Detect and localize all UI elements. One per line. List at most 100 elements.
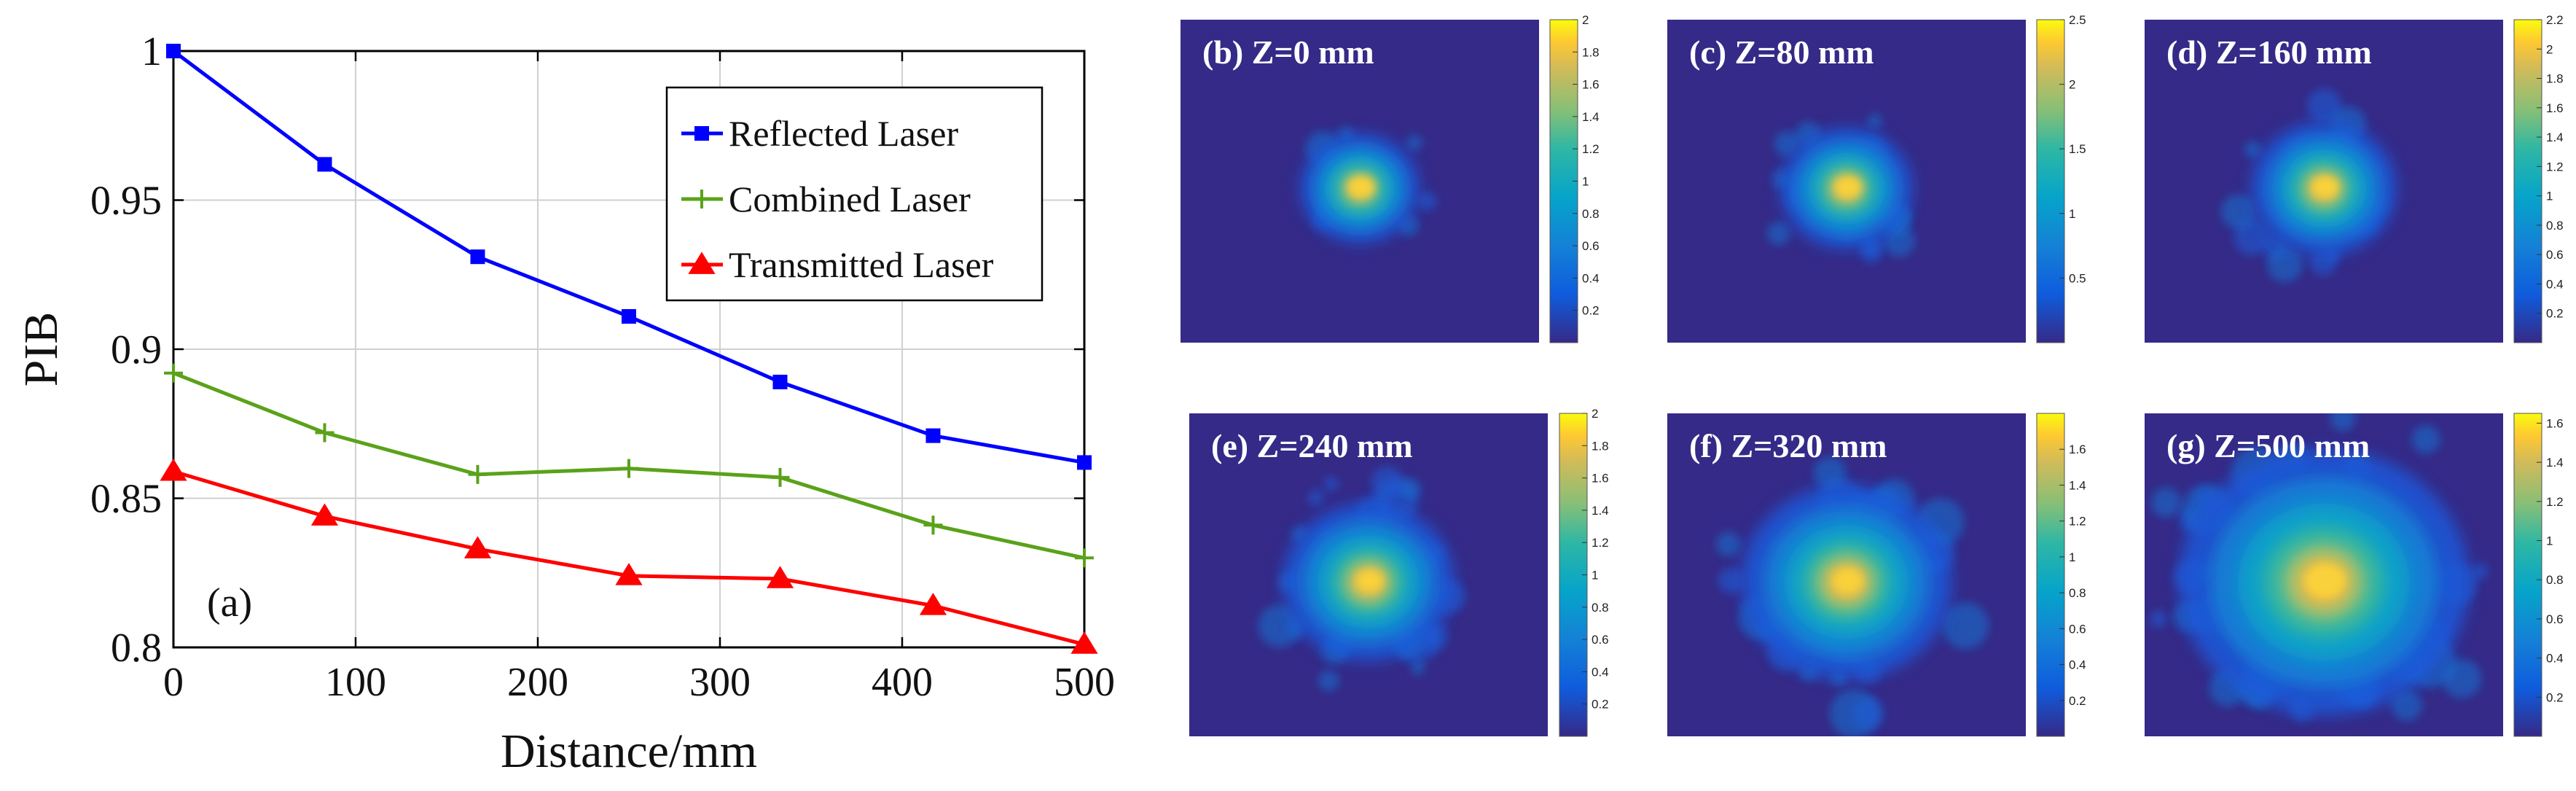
beam-spot xyxy=(2150,413,2489,722)
colorbar-tick-label: 0.8 xyxy=(1592,601,1609,615)
colorbar-tick-label: 0.2 xyxy=(1582,304,1600,318)
legend-label: Reflected Laser xyxy=(729,113,958,154)
colorbar-tick-label: 0.4 xyxy=(2069,658,2086,672)
data-point xyxy=(770,467,790,487)
heatmap-panel: (c) Z=80 mm 2.5 2 1.5 1 0.5 xyxy=(1667,13,2086,343)
colorbar-gradient xyxy=(2513,413,2542,737)
colorbar-tick-label: 1.2 xyxy=(1592,536,1609,550)
colorbar-tick-label: 0.6 xyxy=(1592,633,1609,647)
colorbar-tick-label: 1.4 xyxy=(1582,110,1600,124)
data-point xyxy=(919,593,947,615)
colorbar-tick-label: 0.4 xyxy=(2546,652,2564,666)
colorbar-tick-label: 1.6 xyxy=(1592,472,1609,486)
series-layer xyxy=(160,44,1098,654)
data-point xyxy=(164,363,183,383)
colorbar-tick-label: 1.6 xyxy=(2546,101,2564,115)
colorbar-tick-label: 2 xyxy=(1592,407,1598,421)
data-point xyxy=(925,428,941,443)
heatmap-panel: (d) Z=160 mm 2.2 2 1.8 1.6 1.4 1.2 1 0.8 0.6 0.4 0.… xyxy=(2145,13,2564,343)
legend-marker xyxy=(692,190,711,209)
heatmap-panel: (f) Z=320 mm 1.6 1.4 1.2 1 0.8 0.6 0.4 0.2 xyxy=(1667,413,2086,737)
colorbar-tick-label: 0.8 xyxy=(1582,207,1600,221)
colorbar: 1.6 1.4 1.2 1 0.8 0.6 0.4 0.2 xyxy=(2513,413,2564,737)
colorbar-tick-label: 0.4 xyxy=(2546,277,2564,291)
data-point xyxy=(310,503,339,526)
data-point xyxy=(315,423,334,443)
y-tick-label: 1 xyxy=(141,29,162,74)
colorbar-tick-label: 1.4 xyxy=(1592,504,1609,518)
y-tick-label: 0.9 xyxy=(111,327,162,373)
colorbar-tick-label: 1.8 xyxy=(1582,45,1600,59)
colorbar-tick-label: 1.4 xyxy=(2069,478,2086,492)
colorbar-tick-label: 0.2 xyxy=(2546,307,2564,321)
pib-line-chart: 0 100 200 300 400 500 0.8 0.85 0.9 0.95 1 Distance… xyxy=(15,29,1115,778)
x-tick-label: 200 xyxy=(507,660,568,705)
colorbar-gradient xyxy=(2513,19,2542,343)
colorbar-tick-label: 0.6 xyxy=(1582,239,1600,253)
colorbar-tick-label: 0.4 xyxy=(1592,665,1609,679)
heatmap-panel: (e) Z=240 mm 2 1.8 1.6 1.4 1.2 1 0.8 0.6 0.4 0.2 xyxy=(1189,407,1609,737)
colorbar: 2 1.8 1.6 1.4 1.2 1 0.8 0.6 0.4 0.2 xyxy=(1559,407,1609,737)
x-tick-label: 400 xyxy=(872,660,933,705)
colorbar-tick-label: 1 xyxy=(1582,175,1589,189)
colorbar: 2 1.8 1.6 1.4 1.2 1 0.8 0.6 0.4 0.2 xyxy=(1549,13,1600,343)
colorbar-tick-label: 0.6 xyxy=(2546,612,2564,626)
data-point xyxy=(619,459,638,478)
x-tick-label: 500 xyxy=(1054,660,1115,705)
panel-label-a: (a) xyxy=(207,580,252,626)
legend-item: Transmitted Laser xyxy=(681,244,994,285)
data-point xyxy=(1077,455,1092,470)
colorbar-tick-label: 1.4 xyxy=(2546,456,2564,469)
x-tick-label: 300 xyxy=(689,660,751,705)
legend-box xyxy=(665,86,1044,302)
data-point xyxy=(468,464,488,484)
colorbar-gradient xyxy=(2036,19,2065,343)
data-point xyxy=(317,157,332,172)
beam-spot xyxy=(1258,466,1466,691)
colorbar-tick-label: 1.6 xyxy=(2069,443,2086,456)
colorbar-tick-label: 0.6 xyxy=(2069,622,2086,636)
data-point xyxy=(622,309,636,324)
colorbar-tick-label: 1.2 xyxy=(2546,495,2564,509)
colorbar-tick-label: 1.6 xyxy=(1582,78,1600,92)
colorbar-tick-label: 1 xyxy=(2546,190,2553,203)
series-reflected-laser xyxy=(166,44,1092,470)
heatmap-panel: (b) Z=0 mm 2 1.8 1.6 1.4 1.2 1 0.8 0.6 0.4 0.2 xyxy=(1181,13,1600,343)
data-point xyxy=(470,249,485,265)
axis-ticks: 0 100 200 300 400 500 0.8 0.85 0.9 0.95 1 xyxy=(90,29,1115,705)
y-axis-label: PIB xyxy=(15,312,68,387)
beam-spot xyxy=(2221,88,2397,282)
data-point xyxy=(923,515,943,535)
heatmap-title: (g) Z=500 mm xyxy=(2166,427,2370,464)
heatmap-title: (e) Z=240 mm xyxy=(1211,427,1413,464)
beam-profile-panels: (b) Z=0 mm 2 1.8 1.6 1.4 1.2 1 0.8 0.6 0.4 0.2 (c) … xyxy=(1181,13,2564,737)
heatmap-panel: (g) Z=500 mm 1.6 1.4 1.2 1 0.8 0.6 0.4 0.2 xyxy=(2145,413,2564,737)
y-tick-label: 0.85 xyxy=(90,477,162,522)
colorbar-tick-label: 1 xyxy=(2069,550,2075,564)
legend: Reflected Laser Combined Laser Transmitted… xyxy=(665,86,1044,302)
beam-spot xyxy=(1767,114,1915,263)
legend-label: Combined Laser xyxy=(729,179,971,219)
beam-spot xyxy=(1300,126,1437,243)
y-tick-label: 0.8 xyxy=(111,626,162,671)
colorbar-tick-label: 1.6 xyxy=(2546,416,2564,430)
colorbar-tick-label: 0.2 xyxy=(2546,690,2564,704)
colorbar-tick-label: 1 xyxy=(2546,534,2553,548)
colorbar-tick-label: 0.2 xyxy=(1592,698,1609,712)
colorbar-tick-label: 0.6 xyxy=(2546,248,2564,262)
heatmap-title: (f) Z=320 mm xyxy=(1689,427,1887,464)
colorbar: 1.6 1.4 1.2 1 0.8 0.6 0.4 0.2 xyxy=(2036,413,2086,737)
legend-marker xyxy=(694,126,709,141)
colorbar-tick-label: 1 xyxy=(2069,207,2075,221)
colorbar-tick-label: 1 xyxy=(1592,569,1598,582)
legend-item: Reflected Laser xyxy=(681,113,958,154)
y-tick-label: 0.95 xyxy=(90,179,162,224)
data-point xyxy=(166,44,181,58)
colorbar-tick-label: 0.2 xyxy=(2069,694,2086,708)
colorbar-tick-label: 1.8 xyxy=(1592,439,1609,453)
data-point xyxy=(615,563,643,585)
x-axis-label: Distance/mm xyxy=(501,725,757,778)
x-tick-label: 0 xyxy=(163,660,184,705)
beam-spot xyxy=(1716,456,1989,736)
colorbar-tick-label: 1.2 xyxy=(2546,160,2564,174)
